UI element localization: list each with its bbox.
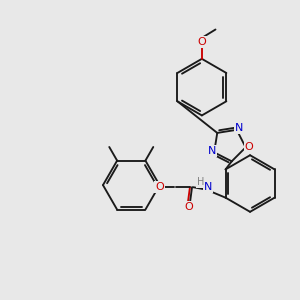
Text: O: O (155, 182, 164, 192)
Text: O: O (184, 202, 193, 212)
Text: N: N (204, 182, 212, 192)
Text: O: O (244, 142, 253, 152)
Text: O: O (197, 37, 206, 47)
Text: H: H (197, 177, 204, 187)
Text: N: N (208, 146, 216, 156)
Text: N: N (235, 123, 243, 133)
